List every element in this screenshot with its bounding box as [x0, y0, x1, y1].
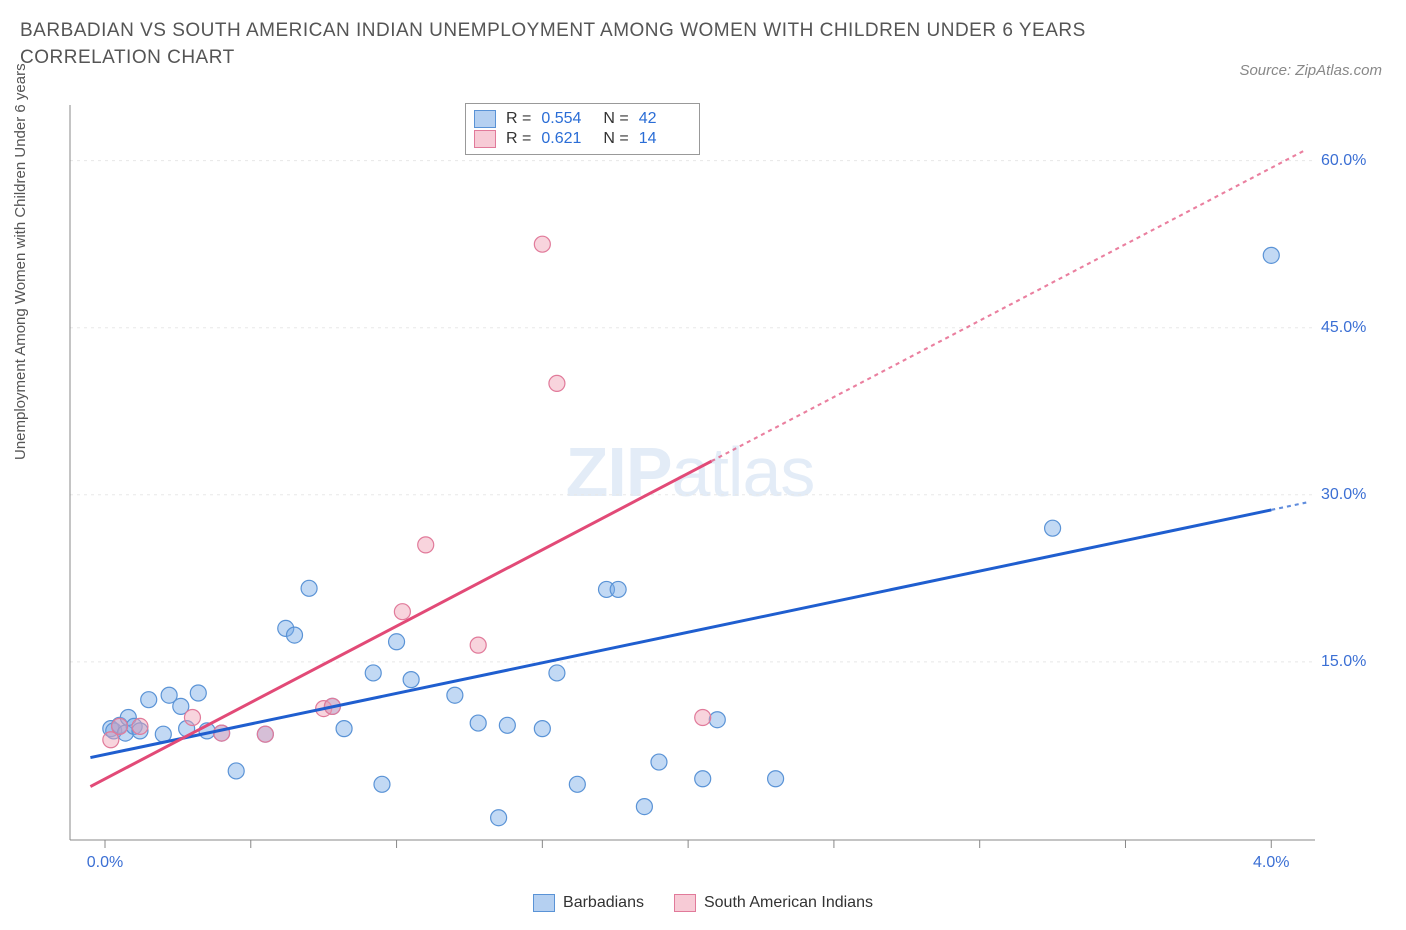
- stats-row-barbadians: R = 0.554 N = 42: [474, 110, 691, 128]
- source-attribution: Source: ZipAtlas.com: [1239, 62, 1382, 79]
- swatch-sai-icon: [474, 130, 496, 148]
- legend-label-barbadians: Barbadians: [563, 894, 644, 912]
- stat-r-barbadians: 0.554: [541, 110, 593, 128]
- legend-swatch-barbadians-icon: [533, 894, 555, 912]
- legend-bottom: Barbadians South American Indians: [0, 894, 1406, 912]
- stats-box: R = 0.554 N = 42 R = 0.621 N = 14: [465, 103, 700, 155]
- y-tick-label: 30.0%: [1321, 486, 1366, 504]
- stat-n-label-2: N =: [603, 130, 628, 148]
- y-tick-label: 15.0%: [1321, 653, 1366, 671]
- y-tick-label: 45.0%: [1321, 319, 1366, 337]
- chart-container: BARBADIAN VS SOUTH AMERICAN INDIAN UNEMP…: [0, 0, 1406, 930]
- y-tick-label: 60.0%: [1321, 152, 1366, 170]
- y-axis-label: Unemployment Among Women with Children U…: [12, 63, 29, 460]
- legend-item-sai: South American Indians: [674, 894, 873, 912]
- chart-area: ZIPatlas R = 0.554 N = 42 R = 0.621 N = …: [60, 100, 1320, 860]
- stat-n-label: N =: [603, 110, 628, 128]
- stat-r-sai: 0.621: [541, 130, 593, 148]
- stats-row-sai: R = 0.621 N = 14: [474, 130, 691, 148]
- legend-swatch-sai-icon: [674, 894, 696, 912]
- legend-item-barbadians: Barbadians: [533, 894, 644, 912]
- stat-n-sai: 14: [639, 130, 691, 148]
- stat-r-label: R =: [506, 110, 531, 128]
- chart-title: BARBADIAN VS SOUTH AMERICAN INDIAN UNEMP…: [20, 18, 1226, 71]
- legend-label-sai: South American Indians: [704, 894, 873, 912]
- stat-n-barbadians: 42: [639, 110, 691, 128]
- stat-r-label-2: R =: [506, 130, 531, 148]
- chart-svg: [60, 100, 1320, 860]
- swatch-barbadians-icon: [474, 110, 496, 128]
